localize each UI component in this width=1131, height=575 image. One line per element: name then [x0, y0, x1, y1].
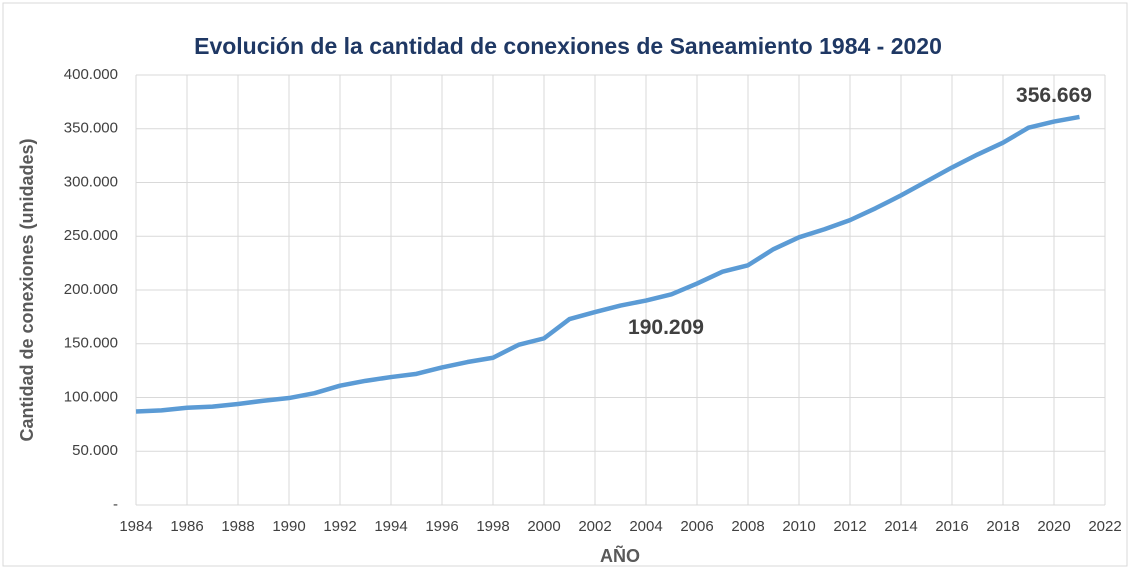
- chart-title: Evolución de la cantidad de conexiones d…: [194, 33, 942, 59]
- x-tick-label: 2016: [935, 518, 968, 535]
- x-tick-label: 1996: [425, 518, 458, 535]
- y-tick-label: 300.000: [64, 173, 118, 190]
- data-line: [135, 114, 1080, 414]
- x-tick-label: 2012: [833, 518, 866, 535]
- y-tick-label: 200.000: [64, 281, 118, 298]
- y-tick-label: 100.000: [64, 388, 118, 405]
- y-tick-label: 250.000: [64, 227, 118, 244]
- y-tick-label: 400.000: [64, 66, 118, 83]
- x-tick-label: 1994: [374, 518, 407, 535]
- data-label: 190.209: [628, 316, 704, 339]
- x-tick-label: 1988: [221, 518, 254, 535]
- x-tick-label: 1990: [272, 518, 305, 535]
- x-axis-label: AÑO: [600, 545, 640, 566]
- x-tick-label: 1986: [170, 518, 203, 535]
- x-tick-label: 2020: [1037, 518, 1070, 535]
- x-tick-label: 1992: [323, 518, 356, 535]
- x-tick-label: 2010: [782, 518, 815, 535]
- x-tick-label: 2000: [527, 518, 560, 535]
- x-tick-label: 2002: [578, 518, 611, 535]
- x-tick-label: 2008: [731, 518, 764, 535]
- chart-frame: [2, 2, 1128, 567]
- x-tick-label: 2014: [884, 518, 917, 535]
- x-tick-label: 1984: [119, 518, 152, 535]
- data-label: 356.669: [1016, 84, 1092, 107]
- y-tick-label: 350.000: [64, 120, 118, 137]
- y-tick-label: -: [113, 496, 118, 513]
- x-tick-label: 2006: [680, 518, 713, 535]
- x-tick-label: 2022: [1088, 518, 1121, 535]
- y-axis-label: Cantidad de conexiones (unidades): [17, 138, 37, 441]
- x-tick-label: 2018: [986, 518, 1019, 535]
- y-tick-label: 150.000: [64, 335, 118, 352]
- y-tick-label: 50.000: [72, 442, 118, 459]
- x-tick-label: 2004: [629, 518, 662, 535]
- x-tick-label: 1998: [476, 518, 509, 535]
